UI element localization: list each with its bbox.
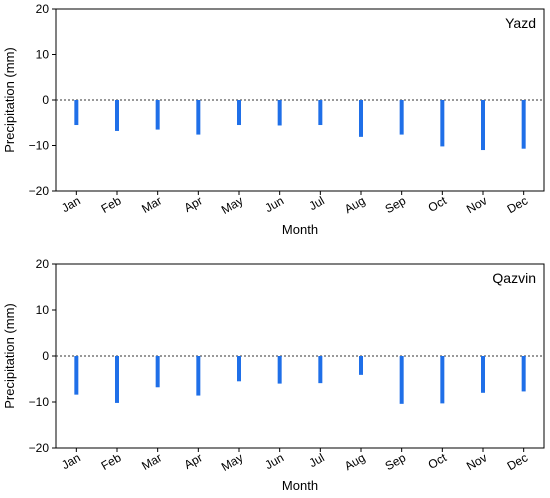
x-tick-label: Oct	[426, 450, 450, 472]
bar-may	[237, 356, 241, 382]
y-axis-title: Precipitation (mm)	[2, 303, 17, 408]
x-axis-title: Month	[282, 222, 318, 237]
y-tick-label: 0	[42, 93, 49, 107]
x-tick-label: May	[219, 450, 246, 473]
x-tick-label: Mar	[139, 450, 164, 472]
bar-dec	[521, 100, 526, 149]
bar-nov	[481, 356, 485, 393]
x-tick-label: Sep	[383, 450, 409, 473]
bar-jul	[318, 356, 323, 384]
bar-feb	[115, 100, 119, 131]
x-tick-label: Apr	[182, 193, 205, 214]
bar-aug	[359, 100, 363, 137]
x-tick-label: Dec	[505, 193, 530, 216]
bar-jul	[318, 100, 323, 126]
y-tick-label: −20	[29, 184, 50, 198]
x-tick-label: Aug	[342, 450, 367, 473]
x-tick-label: Jul	[307, 193, 327, 213]
x-tick-label: Dec	[505, 450, 530, 473]
bar-jun	[277, 356, 282, 384]
x-tick-label: Jun	[262, 193, 286, 215]
station-label: Qazvin	[492, 270, 536, 286]
bar-sep	[399, 356, 404, 404]
y-axis-title: Precipitation (mm)	[2, 47, 17, 152]
x-tick-label: Apr	[182, 450, 205, 471]
bar-nov	[481, 100, 485, 151]
qazvin-chart: 20 10 0 −10 −20 Jan Feb Mar Apr May Jun Jul Aug Sep Oc…	[2, 257, 545, 493]
x-tick-label: Jul	[307, 450, 327, 470]
bar-may	[237, 100, 241, 126]
x-tick-label: Jun	[262, 450, 286, 472]
x-tick-label: Feb	[99, 450, 124, 473]
y-tick-label: 10	[36, 48, 50, 62]
x-axis-title: Month	[282, 478, 318, 493]
x-tick-label: Nov	[464, 193, 489, 216]
bar-jun	[277, 100, 282, 126]
bar-aug	[359, 356, 363, 375]
x-tick-label: May	[219, 193, 246, 216]
x-tick-label: Jan	[59, 193, 83, 215]
x-tick-label: Mar	[139, 193, 164, 215]
y-tick-label: −20	[29, 441, 50, 455]
yazd-chart: 20 10 0 −10 −20 Jan Feb Mar Apr May Jun Jul Aug Sep Oc…	[2, 2, 545, 237]
bar-apr	[196, 100, 201, 135]
bar-jan	[74, 100, 79, 126]
y-tick-label: 0	[42, 349, 49, 363]
bar-mar	[155, 356, 160, 388]
x-tick-label: Nov	[464, 450, 489, 473]
x-tick-label: Oct	[426, 193, 450, 215]
x-tick-label: Jan	[59, 450, 83, 472]
station-label: Yazd	[505, 15, 536, 31]
y-tick-label: −10	[29, 395, 50, 409]
bar-oct	[440, 100, 445, 147]
bar-feb	[115, 356, 119, 403]
bar-jan	[74, 356, 79, 395]
bar-oct	[440, 356, 445, 404]
bar-mar	[155, 100, 160, 130]
y-tick-label: −10	[29, 139, 50, 153]
y-tick-label: 10	[36, 303, 50, 317]
bar-apr	[196, 356, 201, 396]
x-tick-label: Feb	[99, 193, 124, 216]
y-tick-label: 20	[36, 2, 50, 16]
bar-dec	[521, 356, 526, 392]
bar-sep	[399, 100, 404, 135]
y-tick-label: 20	[36, 257, 50, 271]
x-tick-label: Aug	[342, 193, 367, 216]
x-tick-label: Sep	[383, 193, 409, 216]
